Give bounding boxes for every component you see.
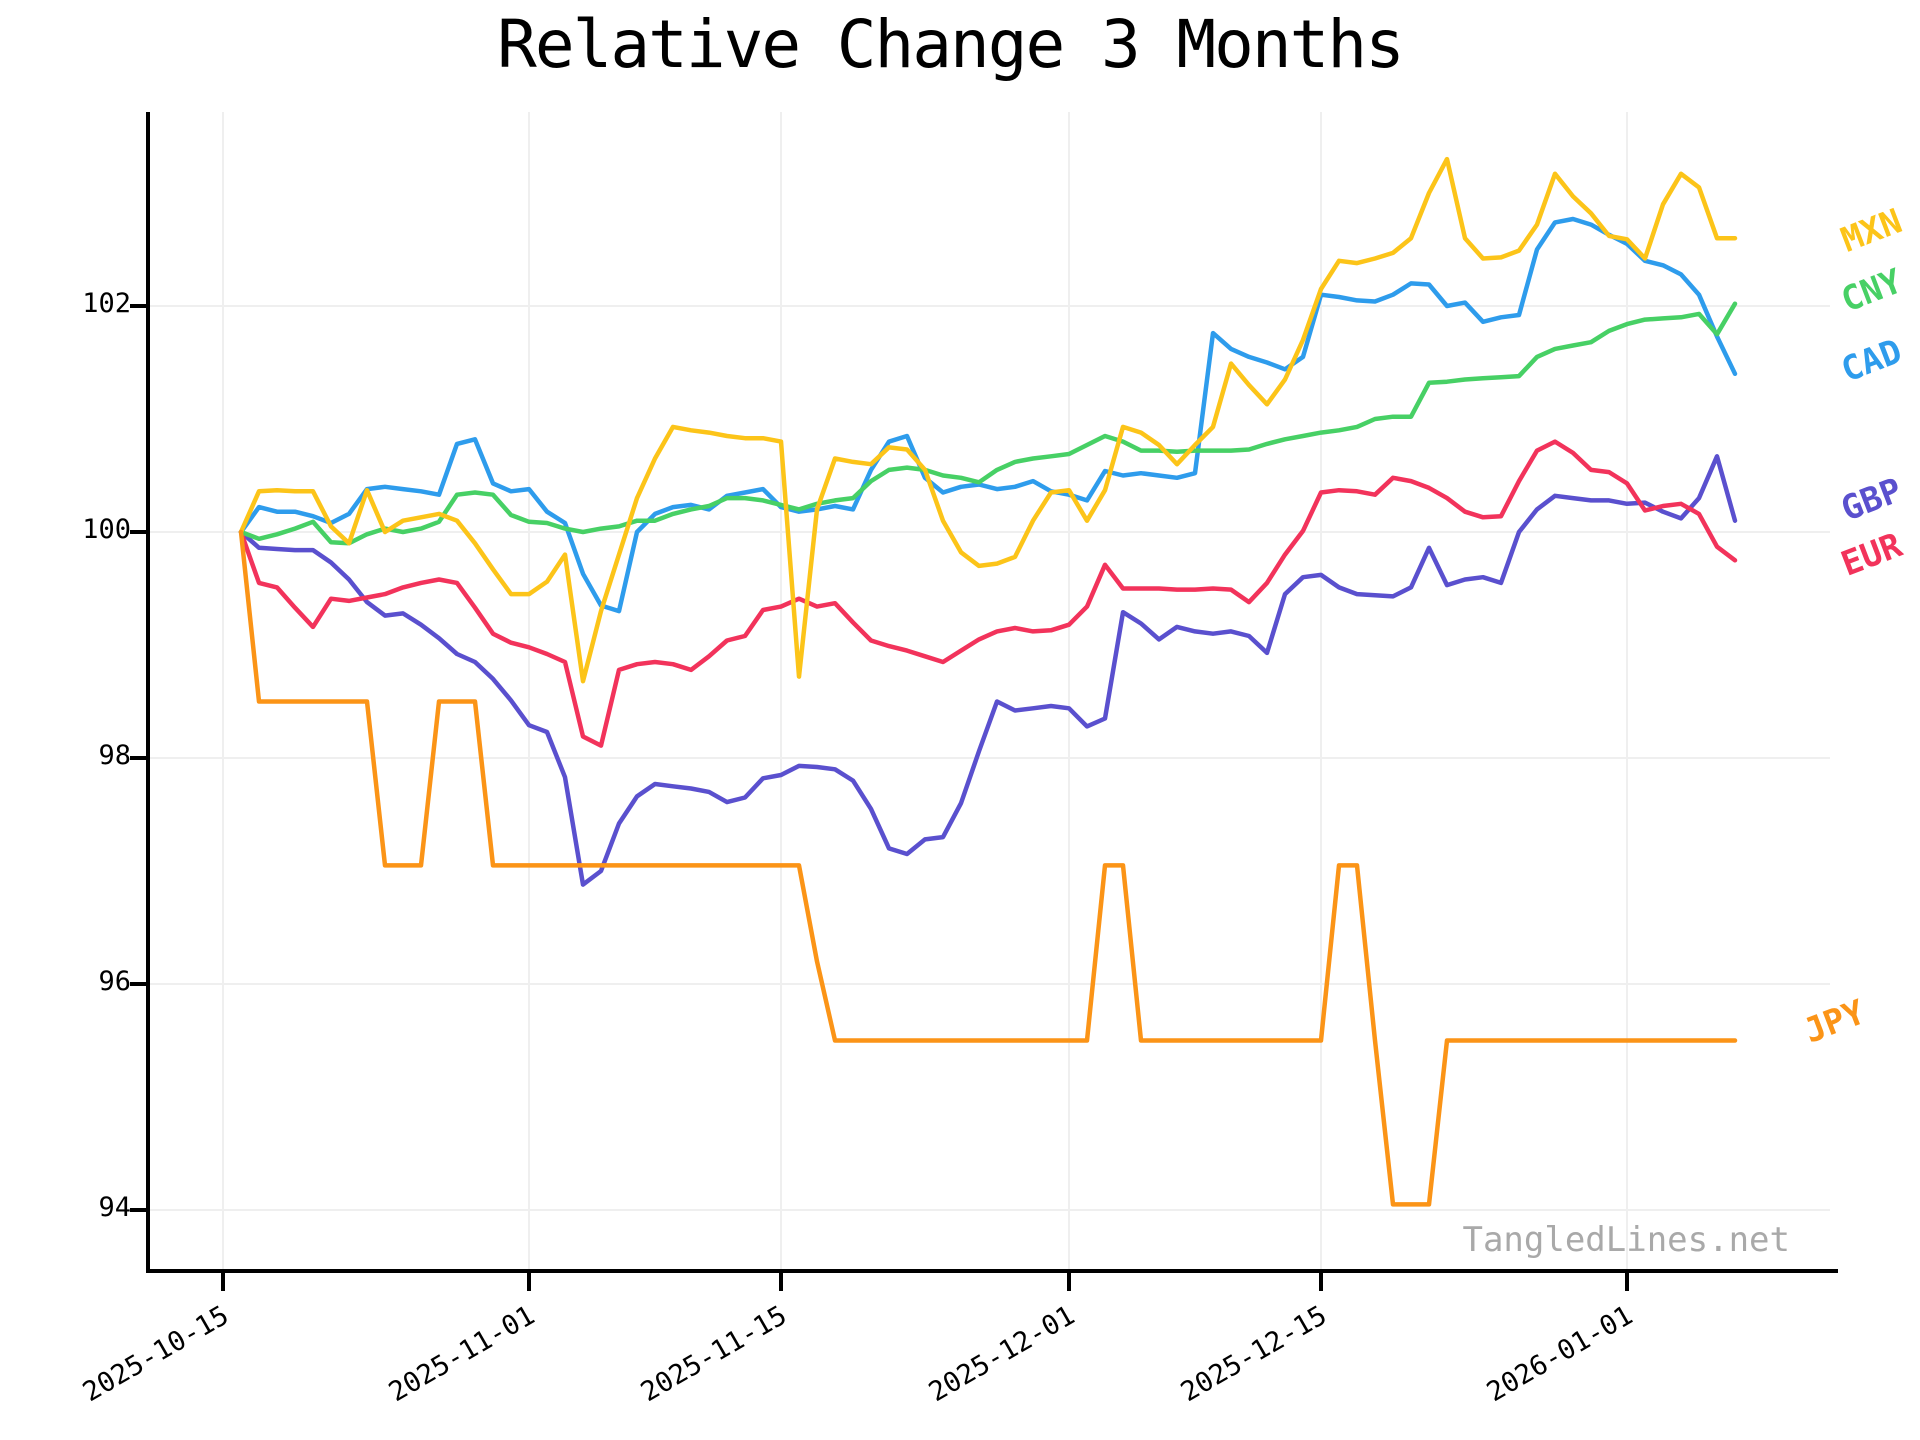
chart-title: Relative Change 3 Months bbox=[497, 6, 1405, 83]
y-tick-label-98: 98 bbox=[98, 740, 131, 771]
gridlines bbox=[148, 112, 1830, 1271]
series-line-CAD bbox=[238, 216, 1738, 614]
axes-spines bbox=[146, 112, 1838, 1273]
series-line-GBP bbox=[238, 454, 1738, 887]
series-line-EUR bbox=[238, 439, 1738, 748]
y-tick-label-94: 94 bbox=[98, 1192, 131, 1223]
series-line-CNY bbox=[238, 301, 1738, 546]
y-tick-label-102: 102 bbox=[82, 288, 131, 319]
series-line-MXN bbox=[238, 156, 1738, 684]
y-tick-label-96: 96 bbox=[98, 966, 131, 997]
y-tick-label-100: 100 bbox=[82, 514, 131, 545]
tick-marks bbox=[130, 304, 1629, 1291]
series-lines bbox=[238, 156, 1738, 1207]
watermark: TangledLines.net bbox=[1462, 1220, 1790, 1260]
series-line-JPY bbox=[238, 529, 1738, 1207]
